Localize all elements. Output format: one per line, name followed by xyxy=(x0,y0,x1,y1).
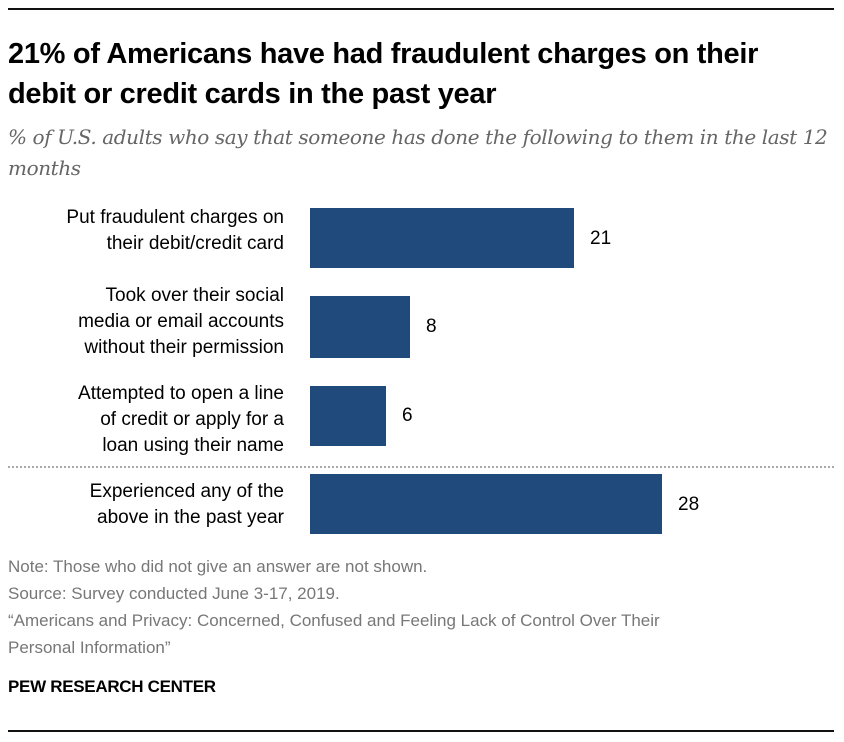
chart-subtitle: % of U.S. adults who say that someone ha… xyxy=(8,125,828,180)
bar xyxy=(310,386,386,446)
bar-value: 21 xyxy=(590,228,612,249)
chart-title: 21% of Americans have had fraudulent cha… xyxy=(8,38,759,110)
bar-label: Attempted to open a line of credit or ap… xyxy=(78,383,284,456)
note-text: Note: Those who did not give an answer a… xyxy=(8,557,428,576)
bar xyxy=(310,296,410,358)
bar-label: Experienced any of the above in the past… xyxy=(89,481,284,528)
source-text: Source: Survey conducted June 3-17, 2019… xyxy=(8,584,340,603)
bar-label: Took over their social media or email ac… xyxy=(78,285,284,358)
bar-value: 28 xyxy=(678,494,700,515)
bar-label: Put fraudulent charges on their debit/cr… xyxy=(66,207,284,254)
bar xyxy=(310,208,574,268)
report-title-line2: Personal Information” xyxy=(8,638,171,657)
bottom-rule xyxy=(8,730,834,732)
brand-logo-text: PEW RESEARCH CENTER xyxy=(8,677,216,696)
bar-value: 8 xyxy=(426,316,437,337)
bar-value: 6 xyxy=(402,405,413,426)
footer-notes: Note: Those who did not give an answer a… xyxy=(8,553,828,661)
report-title-line1: “Americans and Privacy: Concerned, Confu… xyxy=(8,611,660,630)
separator-dotted-line xyxy=(8,466,834,468)
top-rule xyxy=(8,8,834,10)
bar xyxy=(310,474,662,534)
